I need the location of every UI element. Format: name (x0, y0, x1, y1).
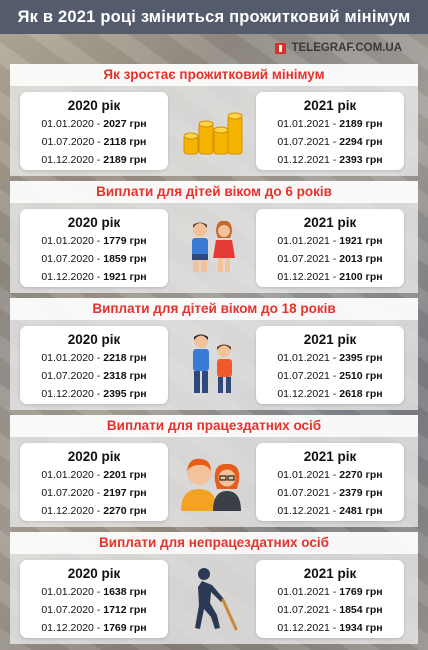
section-children-under-6: Виплати для дітей віком до 6 років 2020 … (10, 181, 418, 293)
section-subsistence-minimum: Як зростає прожитковий мінімум 2020 рік … (10, 64, 418, 176)
rate-row: 01.07.2020 - 1712 грн (41, 604, 147, 616)
teenagers-icon (172, 328, 252, 400)
rate-row: 01.01.2020 - 1779 грн (41, 235, 147, 247)
telegraf-logo-icon (275, 42, 287, 54)
rate-row: 01.07.2020 - 2318 грн (41, 370, 147, 382)
source-credit[interactable]: TELEGRAF.COM.UA (275, 42, 402, 54)
rate-row: 01.01.2020 - 1638 грн (41, 586, 147, 598)
year-card-2021: 2021 рік 01.01.2021 - 1769 грн 01.07.202… (256, 560, 404, 638)
card-year: 2020 рік (67, 566, 121, 581)
card-year: 2021 рік (303, 566, 357, 581)
small-children-icon (172, 211, 252, 283)
rate-row: 01.12.2020 - 1769 грн (41, 622, 147, 634)
rate-row: 01.01.2021 - 2270 грн (277, 469, 383, 481)
year-card-2020: 2020 рік 01.01.2020 - 2201 грн 01.07.202… (20, 443, 168, 521)
rate-row: 01.12.2020 - 2395 грн (41, 388, 147, 400)
source-label: TELEGRAF.COM.UA (291, 42, 402, 54)
section-heading: Як зростає прожитковий мінімум (10, 64, 418, 86)
year-card-2020: 2020 рік 01.01.2020 - 1779 грн 01.07.202… (20, 209, 168, 287)
rate-row: 01.01.2021 - 2395 грн (277, 352, 383, 364)
page-title: Як в 2021 році зміниться прожитковий мін… (0, 0, 428, 34)
section-heading: Виплати для дітей віком до 6 років (10, 181, 418, 203)
rate-row: 01.12.2020 - 2270 грн (41, 505, 147, 517)
card-year: 2021 рік (303, 98, 357, 113)
year-card-2021: 2021 рік 01.01.2021 - 2395 грн 01.07.202… (256, 326, 404, 404)
rate-row: 01.12.2021 - 2100 грн (277, 271, 383, 283)
card-year: 2020 рік (67, 449, 121, 464)
coins-icon (172, 94, 252, 166)
rate-row: 01.07.2021 - 2013 грн (277, 253, 383, 265)
section-heading: Виплати для дітей віком до 18 років (10, 298, 418, 320)
section-able-bodied: Виплати для працездатних осіб 2020 рік 0… (10, 415, 418, 527)
card-year: 2020 рік (67, 215, 121, 230)
rate-row: 01.01.2020 - 2201 грн (41, 469, 147, 481)
rate-row: 01.12.2021 - 1934 грн (277, 622, 383, 634)
section-disabled: Виплати для непрацездатних осіб 2020 рік… (10, 532, 418, 644)
year-card-2020: 2020 рік 01.01.2020 - 2027 грн 01.07.202… (20, 92, 168, 170)
rate-row: 01.07.2021 - 1854 грн (277, 604, 383, 616)
rate-row: 01.12.2020 - 1921 грн (41, 271, 147, 283)
rate-row: 01.07.2021 - 2510 грн (277, 370, 383, 382)
card-year: 2021 рік (303, 449, 357, 464)
rate-row: 01.12.2021 - 2618 грн (277, 388, 383, 400)
rate-row: 01.12.2021 - 2481 грн (277, 505, 383, 517)
rate-row: 01.12.2021 - 2393 грн (277, 154, 383, 166)
year-card-2021: 2021 рік 01.01.2021 - 2189 грн 01.07.202… (256, 92, 404, 170)
card-year: 2020 рік (67, 98, 121, 113)
adults-icon (172, 445, 252, 517)
year-card-2021: 2021 рік 01.01.2021 - 2270 грн 01.07.202… (256, 443, 404, 521)
rate-row: 01.07.2020 - 2118 грн (41, 136, 147, 148)
year-card-2021: 2021 рік 01.01.2021 - 1921 грн 01.07.202… (256, 209, 404, 287)
elderly-with-cane-icon (172, 562, 252, 634)
rate-row: 01.07.2020 - 1859 грн (41, 253, 147, 265)
rate-row: 01.07.2021 - 2379 грн (277, 487, 383, 499)
rate-row: 01.07.2020 - 2197 грн (41, 487, 147, 499)
card-year: 2020 рік (67, 332, 121, 347)
section-children-under-18: Виплати для дітей віком до 18 років 2020… (10, 298, 418, 410)
year-card-2020: 2020 рік 01.01.2020 - 2218 грн 01.07.202… (20, 326, 168, 404)
rate-row: 01.01.2020 - 2218 грн (41, 352, 147, 364)
section-heading: Виплати для працездатних осіб (10, 415, 418, 437)
card-year: 2021 рік (303, 215, 357, 230)
rate-row: 01.07.2021 - 2294 грн (277, 136, 383, 148)
rate-row: 01.01.2020 - 2027 грн (41, 118, 147, 130)
year-card-2020: 2020 рік 01.01.2020 - 1638 грн 01.07.202… (20, 560, 168, 638)
rate-row: 01.01.2021 - 1921 грн (277, 235, 383, 247)
rate-row: 01.12.2020 - 2189 грн (41, 154, 147, 166)
rate-row: 01.01.2021 - 2189 грн (277, 118, 383, 130)
rate-row: 01.01.2021 - 1769 грн (277, 586, 383, 598)
section-heading: Виплати для непрацездатних осіб (10, 532, 418, 554)
card-year: 2021 рік (303, 332, 357, 347)
